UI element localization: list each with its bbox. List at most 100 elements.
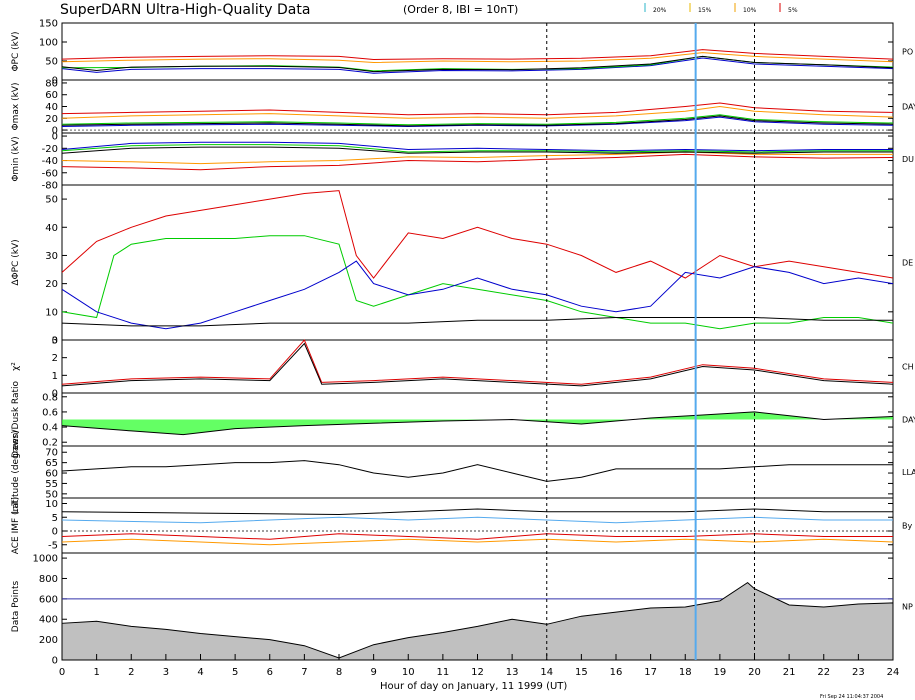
panel-right-label: PO PO (902, 48, 915, 57)
series-phi-pc-4 (61, 55, 894, 73)
y-tick-label: 40 (45, 223, 58, 234)
panel-right-label: CH (902, 363, 914, 372)
x-tick-label: 21 (783, 667, 796, 678)
y-tick-label: 50 (45, 195, 58, 206)
y-tick-label: 80 (45, 78, 58, 89)
x-tick-label: 22 (817, 667, 830, 678)
x-tick-label: 15 (575, 667, 588, 678)
y-tick-label: 0.8 (42, 392, 58, 403)
y-tick-label: 0.2 (42, 438, 58, 449)
panel-phi-pc: 0 50 100 150 ΦPC (kV) PO PO (11, 19, 915, 87)
y-tick-label: 0 (52, 126, 58, 137)
y-tick-label: 60 (45, 90, 58, 101)
series-chi-1 (61, 342, 894, 387)
y-tick-label: 600 (39, 594, 58, 605)
x-tick-label: 16 (610, 667, 623, 678)
series-dawn-dusk-0 (61, 411, 894, 436)
panel-frame (61, 22, 894, 81)
series-imf-0 (61, 508, 893, 516)
panel-right-label: DE (902, 259, 913, 268)
series-phi-min-2 (61, 141, 893, 152)
y-tick-label: 1 (52, 371, 58, 382)
y-tick-label: 65 (45, 458, 58, 469)
y-tick-label: 70 (45, 448, 58, 459)
series-phi-max-0 (61, 102, 894, 116)
panel-right-label: DU (902, 155, 914, 164)
x-tick-label: 8 (336, 667, 342, 678)
y-axis-label: Latitude (degrees) (11, 430, 21, 513)
y-tick-label: -40 (42, 156, 58, 167)
legend-label: 10% (743, 7, 757, 14)
x-tick-label: 24 (887, 667, 900, 678)
x-tick-label: 17 (644, 667, 657, 678)
dawn-dusk-fill (62, 411, 893, 435)
panel-frame (61, 184, 894, 341)
y-tick-label: 10 (45, 307, 58, 318)
series-data-points-0-area (61, 581, 894, 661)
panel-phi-min: -80 -60-40-200 Φmin (kV) DU (11, 132, 914, 192)
series-delta-phi-pc-1 (61, 235, 894, 330)
series-delta-phi-pc-0 (61, 190, 894, 279)
y-tick-label: 10 (45, 499, 58, 510)
panel-right-label: NP (902, 603, 913, 612)
series-phi-pc-0 (61, 49, 894, 61)
y-axis-label: ΔΦPC (kV) (11, 239, 21, 285)
panel-frame (61, 445, 894, 499)
x-tick-label: 10 (402, 667, 415, 678)
y-tick-label: 100 (39, 38, 58, 49)
y-tick-label: 0.4 (42, 423, 58, 434)
panel-chi: 0 1 2 3 χ² CH (11, 336, 914, 400)
panel-imf: -5 0 5 10 ACE IMF (nT) By Bz Bx |B| (11, 497, 915, 555)
y-axis-label: Φmax (kV) (11, 83, 21, 131)
y-tick-label: 0 (52, 336, 58, 347)
x-tick-label: 19 (714, 667, 727, 678)
y-tick-label: 200 (39, 635, 58, 646)
series-phi-pc-1 (61, 52, 894, 64)
series-chi-0 (61, 339, 894, 385)
series-phi-pc-2 (61, 57, 894, 74)
y-tick-label: 30 (45, 251, 58, 262)
y-tick-label: 55 (45, 479, 58, 490)
x-axis-label: Hour of day on January, 11 1999 (UT) (380, 681, 567, 692)
y-tick-label: 2 (52, 353, 58, 364)
panel-delta-phi-pc: 0 10 20 30 40 50 ΔΦPC (kV) DE (11, 184, 913, 347)
panel-right-label: DAY (902, 416, 915, 425)
legend-label: 15% (698, 7, 712, 14)
x-tick-label: 2 (128, 667, 134, 678)
series-phi-max-2 (61, 114, 894, 126)
y-tick-label: 5 (52, 513, 58, 524)
y-tick-label: 0.6 (42, 407, 58, 418)
y-tick-label: -60 (42, 168, 58, 179)
y-tick-label: 0 (52, 76, 58, 87)
y-tick-label: 1000 (33, 554, 58, 565)
series-phi-max-3 (61, 116, 894, 128)
x-tick-label: 13 (506, 667, 519, 678)
series-delta-phi-pc-3 (61, 317, 893, 327)
y-axis-label: Φmin (kV) (11, 136, 21, 181)
y-tick-label: 800 (39, 574, 58, 585)
x-tick-label: 7 (301, 667, 307, 678)
x-tick-label: 1 (93, 667, 99, 678)
y-axis-label: Dawn/Dusk Ratio (11, 380, 21, 458)
y-tick-label: 50 (45, 57, 58, 68)
x-tick-label: 0 (59, 667, 65, 678)
y-tick-label: 0 (52, 656, 58, 667)
y-tick-label: 150 (39, 19, 58, 30)
y-axis-label: ΦPC (kV) (11, 31, 21, 71)
chart-subtitle: (Order 8, IBI = 10nT) (403, 3, 518, 16)
panel-frame (61, 132, 894, 186)
panel-right-label: By Bz Bx |B| (902, 522, 915, 531)
series-phi-max-1 (61, 105, 894, 119)
series-phi-min-1 (61, 151, 893, 165)
y-tick-label: -20 (42, 144, 58, 155)
series-phi-min-0 (61, 153, 894, 171)
x-tick-label: 23 (852, 667, 865, 678)
x-tick-label: 9 (370, 667, 376, 678)
panel-data-points: 0 200 400 600 800 1000 Data Points NP (11, 552, 913, 667)
footer-timestamp: Fri Sep 24 11:04:37 2004 (820, 694, 883, 700)
y-tick-label: 20 (45, 114, 58, 125)
legend: 20% 15% 10% 5% (644, 3, 798, 14)
y-tick-label: 0 (52, 132, 58, 143)
